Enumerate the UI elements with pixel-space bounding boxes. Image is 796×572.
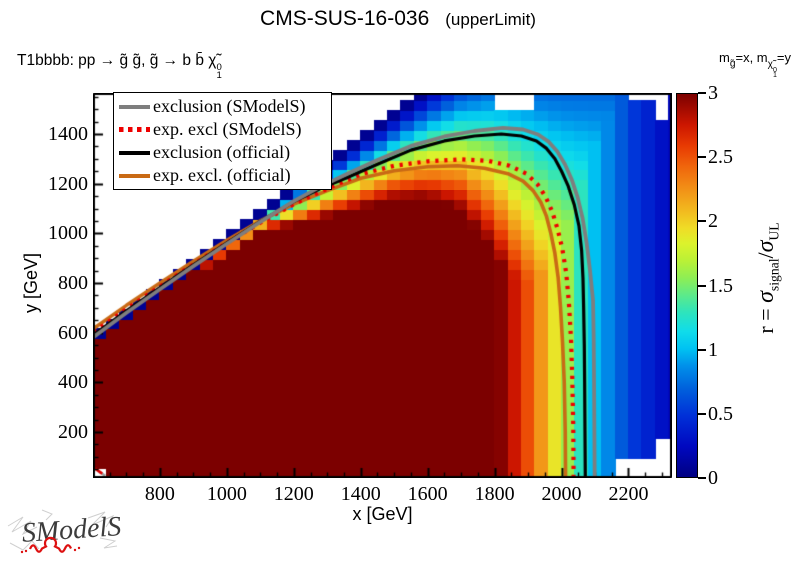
colorbar-tick-label: 2.5 (708, 146, 733, 169)
colorbar-tick (698, 284, 706, 287)
colorbar-tick-label: 0 (708, 467, 718, 489)
x-tick-label: 1800 (474, 483, 515, 505)
legend-line-sample (119, 173, 150, 178)
legend-line-sample (119, 104, 150, 109)
y-tick-label: 400 (58, 371, 88, 394)
analysis-id: CMS-SUS-16-036 (260, 7, 430, 30)
legend-item-expected-official: exp. excl. (official) (119, 164, 331, 187)
x-tick-label: 2200 (608, 483, 649, 505)
legend-line-sample (119, 150, 150, 155)
sigma-symbol: σ (753, 240, 779, 253)
legend-line-sample (119, 127, 150, 132)
colorbar-tick-label: 2 (708, 210, 718, 233)
legend-item-exclusion-smodels: exclusion (SModelS) (119, 95, 331, 118)
chi-symbol: χ̃ (208, 52, 217, 69)
mass-definition-label: mg̃=x, mχ̃ 0 1 =y (719, 50, 791, 80)
figure-title: CMS-SUS-16-036 (upperLimit) (0, 7, 796, 31)
colorbar-tick-label: 1 (708, 338, 718, 361)
legend-item-expected-smodels: exp. excl (SModelS) (119, 118, 331, 141)
x-tick-label: 1600 (407, 483, 448, 505)
colorbar (676, 93, 698, 478)
colorbar-title: r = σsignal/σUL (753, 222, 782, 334)
colorbar-tick-label: 1.5 (708, 274, 733, 297)
colorbar-tick-label: 3 (708, 82, 718, 104)
x-tick-label: 2000 (541, 483, 582, 505)
colorbar-tick (698, 348, 706, 351)
smodels-logo: SModelS (2, 498, 137, 572)
legend-label: exclusion (SModelS) (153, 96, 306, 116)
process-label: T1bbbb: pp → g̃ g̃, g̃ → b b̄ χ̃ 0 1 (17, 52, 222, 81)
y-tick-label: 1200 (48, 172, 88, 195)
y-tick-label: 1400 (48, 122, 88, 145)
y-tick-label: 200 (58, 421, 88, 444)
colorbar-tick (698, 412, 706, 415)
legend-label: exp. excl (SModelS) (153, 119, 302, 139)
logo-scribbles (7, 509, 118, 551)
y-tick-label: 800 (58, 272, 88, 295)
logo-text: SModelS (21, 511, 122, 549)
y-tick-label: 600 (58, 321, 88, 344)
sigma-symbol: σ (753, 291, 779, 303)
legend-label: exp. excl. (official) (153, 165, 291, 185)
x-axis-title: x [GeV] (352, 504, 413, 524)
x-tick-label: 1200 (273, 483, 314, 505)
colorbar-tick (698, 477, 706, 479)
map-type-label: (upperLimit) (445, 10, 536, 29)
legend-box: exclusion (SModelS) exp. excl (SModelS) … (113, 92, 332, 190)
legend-item-exclusion-official: exclusion (official) (119, 141, 331, 164)
x-tick-label: 800 (144, 483, 175, 505)
colorbar-tick-label: 0.5 (708, 402, 733, 425)
legend-label: exclusion (official) (153, 142, 291, 162)
logo-red-squiggle (20, 536, 81, 554)
colorbar-tick (698, 92, 706, 94)
x-tick-label: 1000 (206, 483, 247, 505)
colorbar-tick (698, 220, 706, 223)
y-tick-label: 1000 (48, 222, 88, 245)
y-axis-title: y [GeV] (21, 252, 41, 314)
colorbar-tick (698, 156, 706, 159)
x-tick-label: 1400 (340, 483, 381, 505)
